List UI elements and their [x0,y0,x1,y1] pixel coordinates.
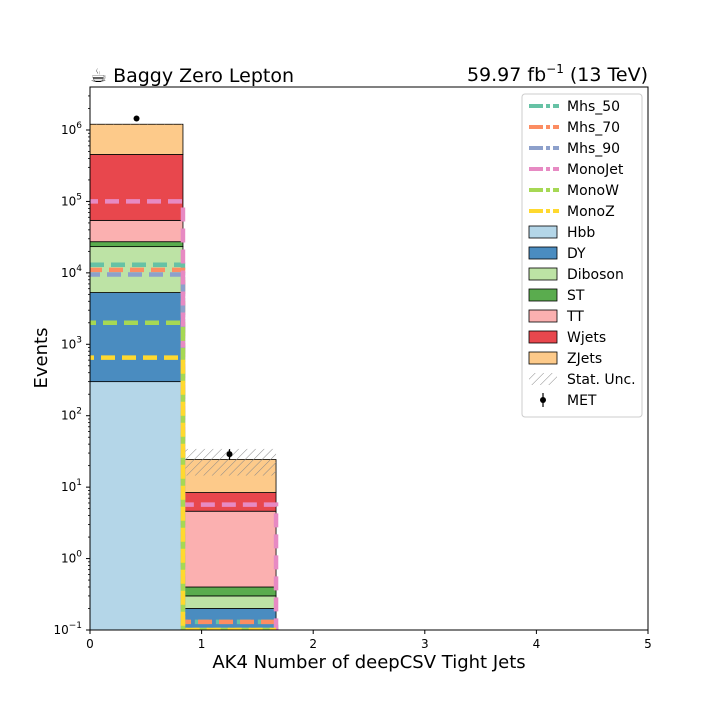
x-tick-label-4: 4 [533,637,541,651]
x-axis-label: AK4 Number of deepCSV Tight Jets [212,652,525,673]
x-tick-label-2: 2 [309,637,317,651]
y-axis-ticks: 10−1 100 101 102 103 104 105 106 [53,95,90,637]
bar-dy-bin1 [182,608,277,630]
x-tick-label-1: 1 [198,637,206,651]
bar-zjets-bin0 [90,123,184,155]
y-tick-label-1: 101 [61,478,82,494]
plot-frame [89,86,649,631]
legend-label-tt: TT [566,309,584,325]
legend-label-zjets: ZJets [567,351,602,367]
x-tick-label-5: 5 [644,637,652,651]
plot-area [90,123,279,630]
legend-label-wjets: Wjets [567,330,606,346]
legend-swatch-stat-unc- [529,373,557,385]
data-point-1 [226,451,233,458]
y-tick-label-4: 104 [61,264,82,280]
legend-label-hbb: Hbb [567,225,595,241]
luminosity-label: 59.97 fb−1 (13 TeV) [467,62,648,86]
stacked-bars [90,123,277,630]
bar-st-bin1 [182,586,277,597]
data-points [133,115,233,460]
y-tick-label-2: 102 [61,407,82,423]
signal-curves [90,199,279,630]
bar-hbb-bin0 [90,381,184,630]
legend: Mhs_50 Mhs_70 Mhs_90 MonoJet MonoW MonoZ Hbb DY… [521,93,643,418]
legend-label-mhs-50: Mhs_50 [567,99,620,115]
x-tick-label-0: 0 [86,637,94,651]
data-point-0 [133,115,140,122]
y-axis-label: Events [31,328,52,389]
legend-label-monoz: MonoZ [567,204,615,220]
bar-diboson-bin1 [182,595,277,609]
stat-unc-band-bin0 [90,124,183,125]
legend-swatch-tt [528,309,558,323]
bar-tt-bin1 [182,510,277,588]
bar-wjets-bin0 [90,154,184,221]
legend-label-monojet: MonoJet [567,162,624,178]
legend-swatch-wjets [528,330,558,344]
legend-label-mhs-70: Mhs_70 [567,120,620,136]
legend-swatch-hbb [528,225,558,239]
legend-label-st: ST [567,288,585,304]
y-tick-label-3: 103 [61,335,82,351]
x-tick-label-3: 3 [421,637,429,651]
legend-swatch-met [540,397,546,403]
legend-label-dy: DY [567,246,586,262]
legend-label-stat-unc-: Stat. Unc. [567,372,636,388]
y-tick-label-−1: 10−1 [53,621,82,637]
bar-tt-bin0 [90,219,184,243]
y-tick-label-5: 105 [61,192,82,208]
y-tick-label-0: 100 [61,550,82,566]
legend-swatch-dy [528,246,558,260]
legend-label-mhs-90: Mhs_90 [567,141,620,157]
x-axis-ticks: 0 1 2 3 4 5 [86,630,652,651]
bar-dy-bin0 [90,292,184,383]
legend-label-monow: MonoW [567,183,619,199]
legend-label-diboson: Diboson [567,267,624,283]
y-tick-label-6: 106 [61,121,82,137]
legend-swatch-zjets [528,351,558,365]
legend-swatch-diboson [528,267,558,281]
bar-wjets-bin1 [182,492,277,512]
legend-swatch-st [528,288,558,302]
chart-title: ☕ Baggy Zero Lepton [90,65,294,87]
bar-st-bin0 [90,241,184,248]
legend-label-met: MET [567,393,597,409]
signal-line-monoz [90,355,277,630]
